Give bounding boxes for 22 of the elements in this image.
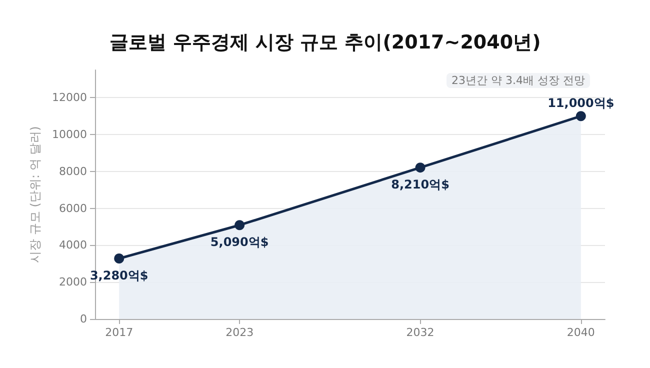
point	[415, 162, 426, 173]
y-tick-label: 8000	[59, 164, 87, 178]
y-tick-label: 2000	[59, 276, 87, 289]
point	[114, 254, 124, 264]
data-label: 5,090억$	[210, 235, 269, 250]
y-tick-label: 10000	[52, 128, 87, 142]
x-tick-label: 2023	[226, 326, 254, 339]
y-tick-label: 12000	[52, 91, 87, 104]
y-axis-title: 시장 규모 (단위: 억 달러)	[28, 126, 42, 263]
y-tick-label: 6000	[59, 202, 87, 215]
y-tick-label: 0	[80, 312, 87, 326]
annotation: 23년간 약 3.4배 성장 전망	[452, 74, 586, 87]
data-label: 11,000억$	[548, 96, 614, 110]
x-tick-label: 2017	[105, 326, 134, 339]
x-tick-label: 2032	[406, 326, 434, 339]
x-tick-label: 2040	[566, 326, 595, 339]
point	[234, 220, 245, 230]
chart-title: 글로벌 우주경제 시장 규모 추이(2017~2040년)	[109, 32, 541, 54]
data-label: 3,280억$	[90, 268, 148, 282]
y-tick-label: 4000	[59, 238, 87, 252]
point	[576, 111, 586, 122]
data-label: 8,210억$	[391, 178, 450, 192]
